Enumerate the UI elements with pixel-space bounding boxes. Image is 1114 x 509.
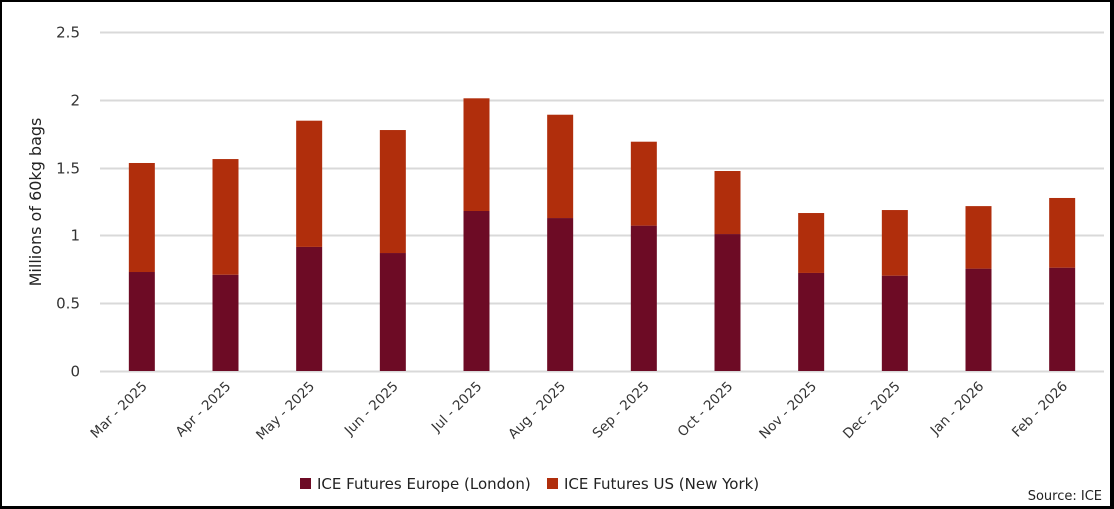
x-tick-label: Jan - 2026 <box>927 379 988 440</box>
bar-segment-newyork <box>128 162 155 273</box>
bar-segment-london <box>798 272 825 371</box>
x-tick-label: Aug - 2025 <box>505 379 569 443</box>
bars <box>128 98 1076 371</box>
gridlines <box>100 31 1104 373</box>
bar-segment-london <box>630 225 657 371</box>
bar-segment-london <box>379 253 406 371</box>
x-tick-label: Apr - 2025 <box>173 379 235 441</box>
bar-segment-newyork <box>630 141 657 226</box>
legend-swatch-london <box>300 478 311 489</box>
bar-segment-newyork <box>1049 197 1076 268</box>
bar-segment-newyork <box>965 206 992 269</box>
x-tick-label: Mar - 2025 <box>88 379 151 442</box>
bar-segment-london <box>547 218 574 371</box>
y-tick-label: 1.5 <box>56 160 80 178</box>
legend-swatch-newyork <box>547 478 558 489</box>
bar-segment-newyork <box>547 114 574 219</box>
y-tick-label: 0 <box>70 363 80 381</box>
source-note: Source: ICE <box>1028 489 1102 504</box>
bar-segment-london <box>128 272 155 371</box>
bar-segment-newyork <box>881 210 908 276</box>
y-tick-label: 0.5 <box>56 295 80 313</box>
legend-label-newyork: ICE Futures US (New York) <box>564 475 759 493</box>
bar-segment-london <box>212 274 239 371</box>
y-tick-label: 2 <box>70 92 80 110</box>
x-tick-label: Sep - 2025 <box>590 379 653 442</box>
bar-segment-newyork <box>798 213 825 273</box>
x-tick-label: Oct - 2025 <box>675 379 737 441</box>
bar-segment-newyork <box>379 130 406 254</box>
bar-segment-newyork <box>714 170 741 235</box>
bar-segment-newyork <box>296 120 323 247</box>
y-axis-label: Millions of 60kg bags <box>26 118 45 287</box>
bar-segment-newyork <box>212 159 239 275</box>
bar-segment-london <box>965 268 992 371</box>
x-tick-label: Dec - 2025 <box>840 379 904 443</box>
bar-segment-newyork <box>463 98 490 211</box>
y-axis-ticks: 0 0.5 1 1.5 2 2.5 <box>56 24 80 381</box>
bar-segment-london <box>714 234 741 371</box>
bar-segment-london <box>463 210 490 371</box>
x-tick-label: Jul - 2025 <box>428 379 485 436</box>
y-tick-label: 2.5 <box>56 24 80 42</box>
x-tick-label: Feb - 2026 <box>1009 379 1071 441</box>
x-tick-label: Nov - 2025 <box>756 379 820 443</box>
x-tick-label: Jun - 2025 <box>341 379 402 440</box>
bar-segment-london <box>1049 267 1076 371</box>
bar-segment-london <box>296 246 323 371</box>
x-axis-ticks: Mar - 2025 Apr - 2025 May - 2025 Jun - 2025… <box>88 379 1071 444</box>
legend: ICE Futures Europe (London) ICE Futures … <box>300 475 759 493</box>
bar-segment-london <box>881 275 908 371</box>
legend-label-london: ICE Futures Europe (London) <box>317 475 531 493</box>
y-tick-label: 1 <box>70 227 80 245</box>
x-tick-label: May - 2025 <box>253 379 318 444</box>
